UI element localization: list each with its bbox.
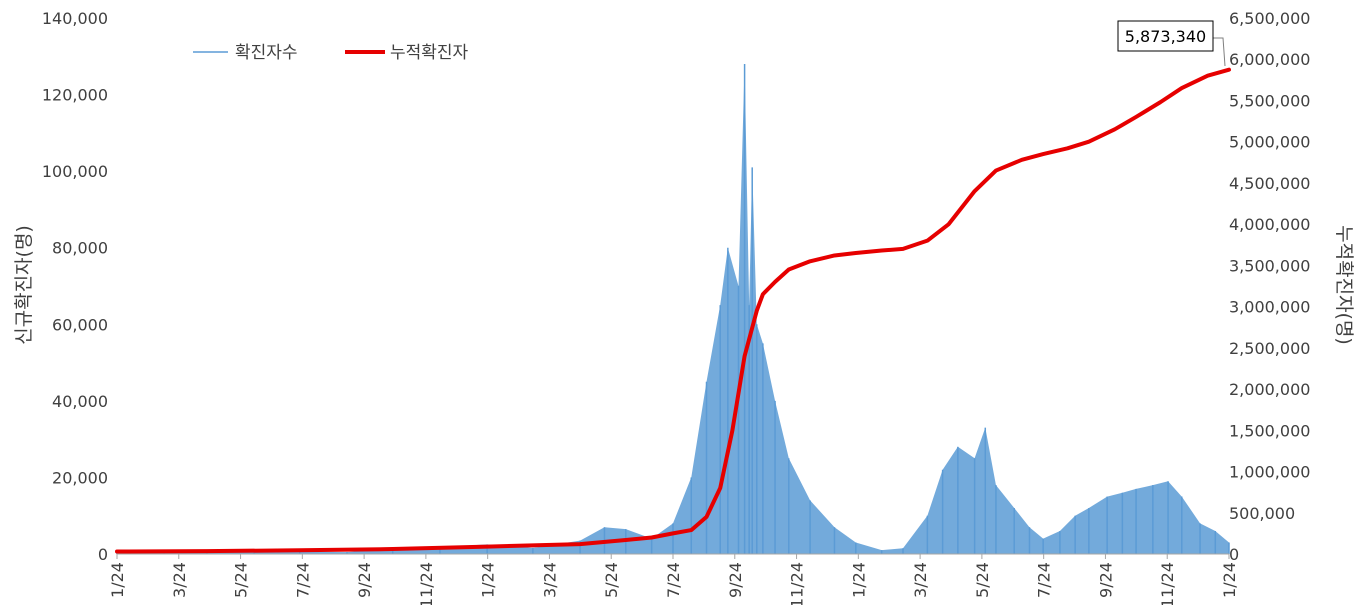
right-tick-label: 2,000,000 — [1229, 380, 1310, 399]
x-tick-label: 11/24 — [417, 562, 436, 605]
callout: 5,873,340 — [1117, 20, 1226, 67]
x-tick-label: 5/24 — [232, 562, 251, 598]
callout-value: 5,873,340 — [1125, 27, 1206, 46]
cumulative-point — [391, 547, 395, 551]
cumulative-point — [650, 536, 654, 540]
cumulative-point — [925, 239, 929, 243]
right-tick-label: 3,000,000 — [1229, 298, 1310, 317]
x-tick-label: 3/24 — [911, 562, 930, 598]
cumulative-point — [115, 550, 119, 554]
right-axis-title: 누적확진자(명) — [1333, 225, 1355, 345]
left-tick-label: 80,000 — [52, 239, 108, 258]
left-tick-label: 60,000 — [52, 315, 108, 334]
right-tick-label: 5,500,000 — [1229, 91, 1310, 110]
cumulative-point — [1134, 115, 1138, 119]
left-axis-ticks: 0 20,000 40,000 60,000 80,000 100,000 120,000 1… — [42, 9, 108, 564]
cumulative-point — [1020, 158, 1024, 162]
left-tick-label: 140,000 — [42, 9, 108, 28]
cumulative-line — [115, 67, 1231, 554]
cumulative-point — [973, 189, 977, 193]
cumulative-point — [1158, 100, 1162, 104]
cumulative-point — [755, 309, 759, 313]
cumulative-point — [947, 222, 951, 226]
left-tick-label: 20,000 — [52, 468, 108, 487]
cumulative-line-series — [115, 67, 1231, 554]
cumulative-point — [1066, 146, 1070, 150]
x-tick-label: 9/24 — [1096, 562, 1115, 598]
x-tick-label: 9/24 — [355, 562, 374, 598]
cumulative-point — [705, 515, 709, 519]
legend-label-cumulative: 누적확진자 — [390, 43, 469, 63]
left-tick-label: 0 — [98, 545, 108, 564]
x-tick-label: 3/24 — [170, 562, 189, 598]
x-tick-label: 1/24 — [479, 562, 498, 598]
cumulative-point — [298, 548, 302, 552]
left-axis-title: 신규확진자(명) — [13, 225, 35, 345]
x-tick-label: 5/24 — [973, 562, 992, 598]
legend-label-new-cases: 확진자수 — [235, 43, 298, 63]
cumulative-point — [205, 549, 209, 553]
cumulative-point — [730, 428, 734, 432]
x-tick-label: 7/24 — [293, 562, 312, 598]
right-tick-label: 2,500,000 — [1229, 339, 1310, 358]
cumulative-point — [718, 486, 722, 490]
new-cases-bars — [116, 63, 1230, 554]
x-tick-label: 1/24 — [1220, 562, 1239, 598]
cumulative-point — [808, 259, 812, 263]
x-tick-label: 11/24 — [1158, 562, 1177, 605]
cumulative-point — [994, 169, 998, 173]
right-tick-label: 0 — [1229, 545, 1239, 564]
right-tick-label: 6,500,000 — [1229, 9, 1310, 28]
right-tick-label: 6,000,000 — [1229, 50, 1310, 69]
left-tick-label: 40,000 — [52, 392, 108, 411]
left-tick-label: 120,000 — [42, 86, 108, 105]
cumulative-point — [880, 249, 884, 253]
cumulative-point — [1206, 74, 1210, 78]
cumulative-point — [854, 251, 858, 255]
cumulative-point — [624, 538, 628, 542]
cumulative-point — [773, 280, 777, 284]
x-tick-label: 1/24 — [849, 562, 868, 598]
cumulative-point — [689, 528, 693, 532]
cumulative-point — [1227, 68, 1231, 72]
new-cases-area — [117, 63, 1229, 554]
cumulative-point — [901, 247, 905, 251]
x-tick-label: 9/24 — [726, 562, 745, 598]
callout-leader — [1213, 37, 1226, 67]
cumulative-point — [578, 542, 582, 546]
legend: 확진자수 누적확진자 — [193, 43, 469, 63]
right-tick-label: 5,000,000 — [1229, 133, 1310, 152]
x-tick-label: 7/24 — [1035, 562, 1054, 598]
right-tick-label: 1,500,000 — [1229, 421, 1310, 440]
cumulative-point — [787, 268, 791, 272]
callout-box — [1117, 20, 1214, 52]
x-tick-label: 3/24 — [540, 562, 559, 598]
right-tick-label: 4,500,000 — [1229, 174, 1310, 193]
x-tick-label: 7/24 — [664, 562, 683, 598]
cumulative-point — [761, 292, 765, 296]
cumulative-point — [1041, 152, 1045, 156]
right-tick-label: 3,500,000 — [1229, 256, 1310, 275]
cumulative-point — [832, 253, 836, 257]
cumulative-point — [671, 531, 675, 535]
x-tick-label: 5/24 — [602, 562, 621, 598]
cumulative-point — [743, 354, 747, 358]
cumulative-point — [1180, 86, 1184, 90]
x-axis-ticks: 1/24 3/24 5/24 7/24 9/24 11/24 1/24 3/24 5/24 7/2… — [108, 554, 1239, 605]
right-tick-label: 500,000 — [1229, 504, 1295, 523]
x-tick-label: 11/24 — [788, 562, 807, 605]
right-tick-label: 4,000,000 — [1229, 215, 1310, 234]
right-axis-ticks: 0 500,000 1,000,000 1,500,000 2,000,000 2,500… — [1229, 9, 1310, 564]
cumulative-point — [1087, 140, 1091, 144]
right-tick-label: 1,000,000 — [1229, 463, 1310, 482]
cumulative-point — [1113, 127, 1117, 131]
cumulative-point — [485, 545, 489, 549]
left-tick-label: 100,000 — [42, 162, 108, 181]
x-tick-label: 1/24 — [108, 562, 127, 598]
